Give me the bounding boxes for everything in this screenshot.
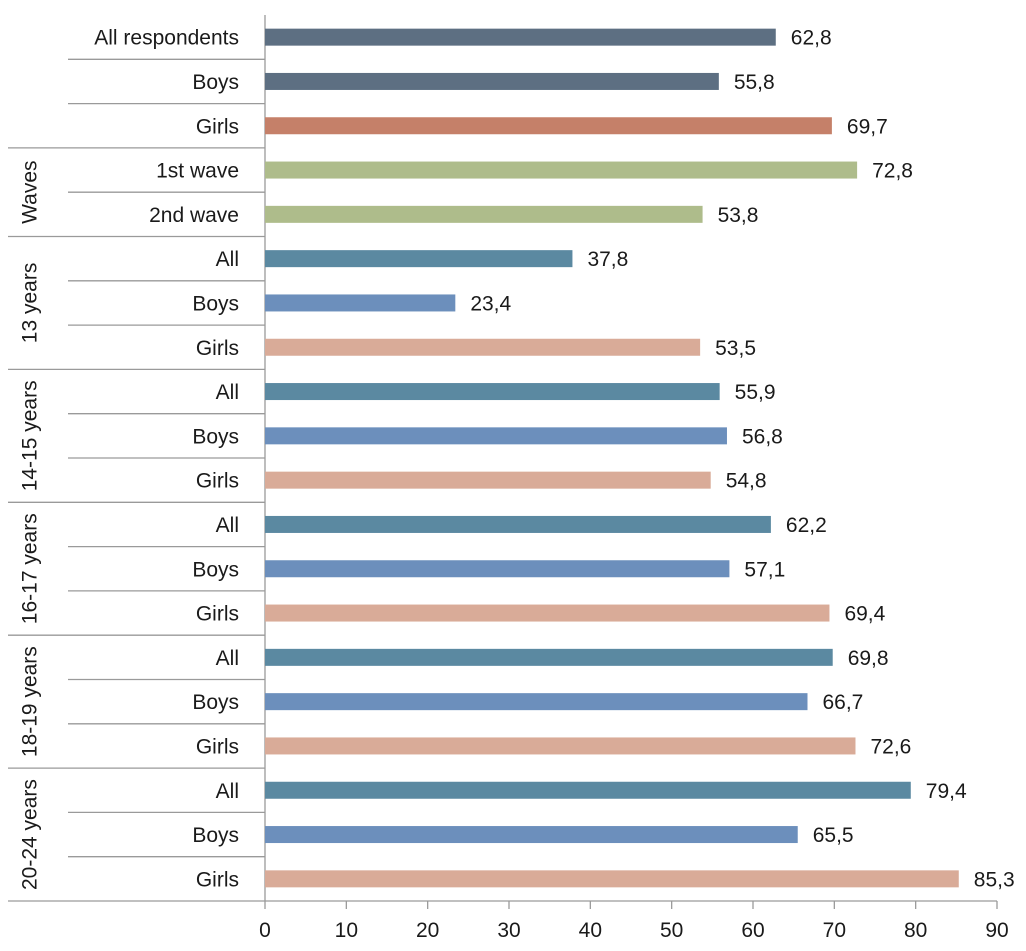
data-label: 72,8	[872, 160, 913, 183]
bar	[265, 693, 808, 711]
group-labels: Waves 13 years 14-15 years 16-17 years 18-19…	[19, 160, 42, 890]
data-label: 55,8	[734, 71, 775, 94]
category-label: Girls	[196, 735, 239, 758]
bar	[265, 826, 798, 844]
category-label: Boys	[192, 558, 239, 581]
bar	[265, 604, 830, 622]
bar	[265, 648, 833, 666]
data-label: 62,8	[791, 27, 832, 50]
category-label: All	[216, 647, 239, 670]
bar	[265, 205, 703, 223]
category-label: All	[216, 248, 239, 271]
bar	[265, 72, 719, 90]
category-label: Girls	[196, 337, 239, 360]
group-label: Waves	[19, 160, 42, 223]
data-label: 55,9	[735, 381, 776, 404]
data-label: 54,8	[726, 470, 767, 493]
data-label: 56,8	[742, 425, 783, 448]
group-label: 16-17 years	[19, 513, 42, 624]
data-label: 72,6	[870, 735, 911, 758]
x-tick-label: 20	[416, 919, 439, 942]
data-label: 69,4	[844, 603, 885, 626]
category-label: 2nd wave	[149, 204, 239, 227]
bar	[265, 781, 911, 799]
category-label: All	[216, 514, 239, 537]
x-tick-label: 70	[823, 919, 846, 942]
bars	[265, 28, 959, 888]
bar	[265, 28, 776, 46]
category-label: All	[216, 381, 239, 404]
data-label: 85,3	[974, 868, 1015, 891]
category-label: Girls	[196, 470, 239, 493]
category-label: All respondents	[94, 27, 239, 50]
data-label: 69,7	[847, 115, 888, 138]
category-label: 1st wave	[156, 160, 239, 183]
category-label: Girls	[196, 603, 239, 626]
x-axis: 0 10 20 30 40 50 60 70 80 90	[259, 900, 1009, 942]
data-label: 53,5	[715, 337, 756, 360]
group-label: 13 years	[19, 263, 42, 344]
x-tick-label: 80	[904, 919, 927, 942]
x-tick-label: 90	[985, 919, 1008, 942]
bar	[265, 338, 701, 356]
data-label: 79,4	[926, 780, 967, 803]
data-label: 69,8	[848, 647, 889, 670]
data-label: 62,2	[786, 514, 827, 537]
bar	[265, 515, 771, 533]
category-axis	[8, 15, 266, 902]
bar	[265, 383, 720, 401]
group-label: 20-24 years	[19, 779, 42, 890]
category-label: Girls	[196, 868, 239, 891]
group-label: 18-19 years	[19, 646, 42, 757]
bar	[265, 294, 456, 312]
category-label: Boys	[192, 425, 239, 448]
bar	[265, 427, 727, 445]
x-tick-label: 40	[579, 919, 602, 942]
bar	[265, 870, 959, 888]
category-label: Boys	[192, 691, 239, 714]
category-labels: All respondents Boys Girls 1st wave 2nd wave…	[94, 27, 239, 892]
x-tick-label: 10	[335, 919, 358, 942]
bar	[265, 560, 730, 578]
data-label: 65,5	[813, 824, 854, 847]
group-label: 14-15 years	[19, 380, 42, 491]
x-tick-label: 60	[741, 919, 764, 942]
data-label: 66,7	[822, 691, 863, 714]
category-label: Boys	[192, 824, 239, 847]
category-label: Boys	[192, 71, 239, 94]
bar	[265, 117, 832, 135]
data-label: 53,8	[718, 204, 759, 227]
bar	[265, 471, 711, 489]
data-label: 23,4	[470, 292, 511, 315]
bar	[265, 161, 858, 179]
bar	[265, 250, 573, 268]
bar	[265, 737, 856, 755]
x-tick-label: 0	[259, 919, 271, 942]
x-tick-label: 30	[497, 919, 520, 942]
data-label: 37,8	[587, 248, 628, 271]
category-label: Girls	[196, 115, 239, 138]
data-label: 57,1	[744, 558, 785, 581]
value-labels: 62,8 55,8 69,7 72,8 53,8 37,8 23,4 53,5 55,9 56,8…	[470, 27, 1014, 892]
category-label: Boys	[192, 292, 239, 315]
x-tick-label: 50	[660, 919, 683, 942]
category-label: All	[216, 780, 239, 803]
